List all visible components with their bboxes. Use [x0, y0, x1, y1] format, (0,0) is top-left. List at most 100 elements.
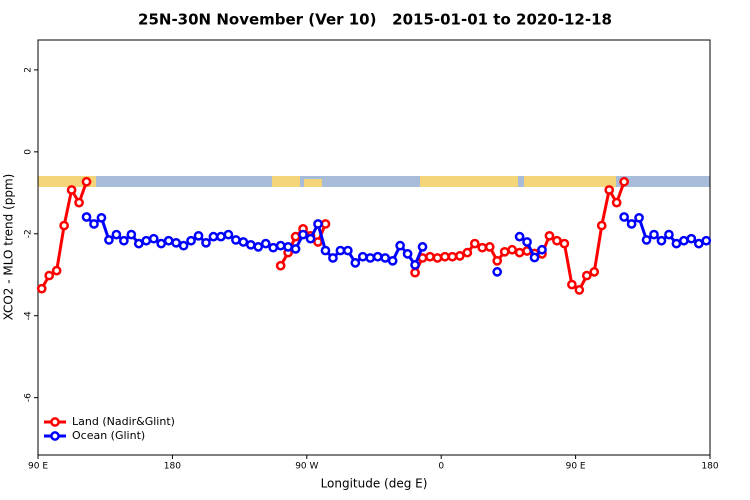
data-point: [701, 235, 712, 246]
data-point: [477, 242, 488, 253]
data-point: [298, 229, 308, 240]
data-point: [581, 270, 592, 281]
data-point: [141, 235, 152, 246]
legend-marker: [50, 431, 60, 441]
data-point: [596, 220, 607, 231]
y-tick-label: 2: [24, 67, 34, 73]
data-point: [313, 219, 323, 229]
land-mask-strip: [38, 176, 710, 187]
data-point: [410, 267, 420, 278]
data-point: [387, 255, 398, 266]
data-point: [395, 240, 405, 251]
data-point: [201, 237, 211, 248]
data-point: [111, 229, 122, 240]
x-tick-label: 90 E: [566, 462, 586, 472]
data-point: [320, 219, 331, 229]
data-point: [544, 230, 555, 241]
data-point: [619, 212, 629, 222]
data-point: [156, 238, 167, 249]
data-point: [305, 233, 316, 244]
data-point: [679, 235, 689, 246]
data-point: [380, 253, 391, 263]
data-point: [238, 237, 249, 247]
data-point: [231, 235, 241, 245]
data-point: [649, 229, 659, 240]
data-point: [290, 244, 301, 254]
data-point: [350, 258, 361, 268]
data-point: [96, 212, 107, 223]
data-point: [499, 246, 510, 257]
data-point: [313, 237, 323, 247]
x-tick-label: 180: [164, 462, 181, 472]
y-tick-label: -2: [24, 229, 34, 238]
data-point: [425, 251, 435, 262]
data-point: [619, 176, 629, 187]
data-point: [216, 231, 226, 242]
data-point: [604, 185, 615, 195]
data-point: [417, 242, 428, 252]
data-point: [126, 229, 137, 240]
data-point: [275, 260, 286, 271]
data-point: [507, 244, 517, 255]
y-axis-label: XCO2 - MLO trend (ppm): [2, 174, 16, 321]
data-point: [634, 212, 644, 223]
data-point: [119, 235, 129, 246]
data-point: [357, 251, 368, 262]
data-point: [178, 240, 189, 251]
data-point: [104, 235, 114, 245]
data-point: [514, 247, 525, 258]
data-point: [81, 176, 92, 187]
data-point: [148, 233, 159, 244]
data-point: [484, 242, 495, 252]
data-point: [163, 235, 174, 246]
data-point: [492, 255, 503, 266]
data-point: [133, 238, 144, 249]
data-point: [574, 285, 585, 295]
data-point: [537, 244, 547, 255]
data-point: [328, 253, 338, 263]
data-point: [410, 260, 420, 270]
data-point: [66, 185, 77, 195]
y-tick-label: -6: [24, 393, 34, 402]
data-point: [462, 247, 473, 258]
data-point: [275, 240, 286, 251]
data-point: [343, 245, 353, 256]
plot-frame: [37, 39, 711, 456]
data-point: [245, 239, 256, 250]
data-point: [36, 283, 47, 294]
data-point: [268, 242, 279, 253]
legend-marker: [50, 417, 60, 427]
data-point: [290, 231, 301, 242]
data-point: [89, 219, 99, 229]
data-point: [522, 237, 532, 247]
data-point: [283, 242, 293, 252]
data-point: [223, 229, 234, 240]
data-point: [656, 235, 667, 246]
data-point: [253, 242, 264, 252]
data-point: [664, 229, 674, 240]
data-point: [589, 267, 600, 277]
y-tick-label: -4: [24, 311, 34, 320]
data-point: [559, 238, 570, 249]
data-point: [59, 220, 69, 231]
data-point: [335, 245, 346, 256]
data-point: [372, 251, 383, 262]
data-point: [320, 245, 331, 256]
data-point: [432, 253, 443, 263]
x-tick-label: 90 W: [295, 462, 318, 472]
data-point: [260, 238, 271, 249]
data-point: [208, 231, 219, 242]
data-point: [469, 238, 480, 249]
data-point: [514, 231, 525, 242]
data-point: [455, 251, 465, 261]
data-point: [686, 233, 697, 244]
chart-title: 25N-30N November (Ver 10) 2015-01-01 to …: [138, 11, 612, 29]
data-point: [44, 270, 55, 281]
data-point: [81, 212, 92, 222]
x-tick-label: 0: [438, 462, 444, 472]
data-point: [51, 265, 62, 276]
data-point: [440, 251, 450, 262]
data-point: [365, 253, 376, 263]
data-point: [671, 238, 682, 249]
